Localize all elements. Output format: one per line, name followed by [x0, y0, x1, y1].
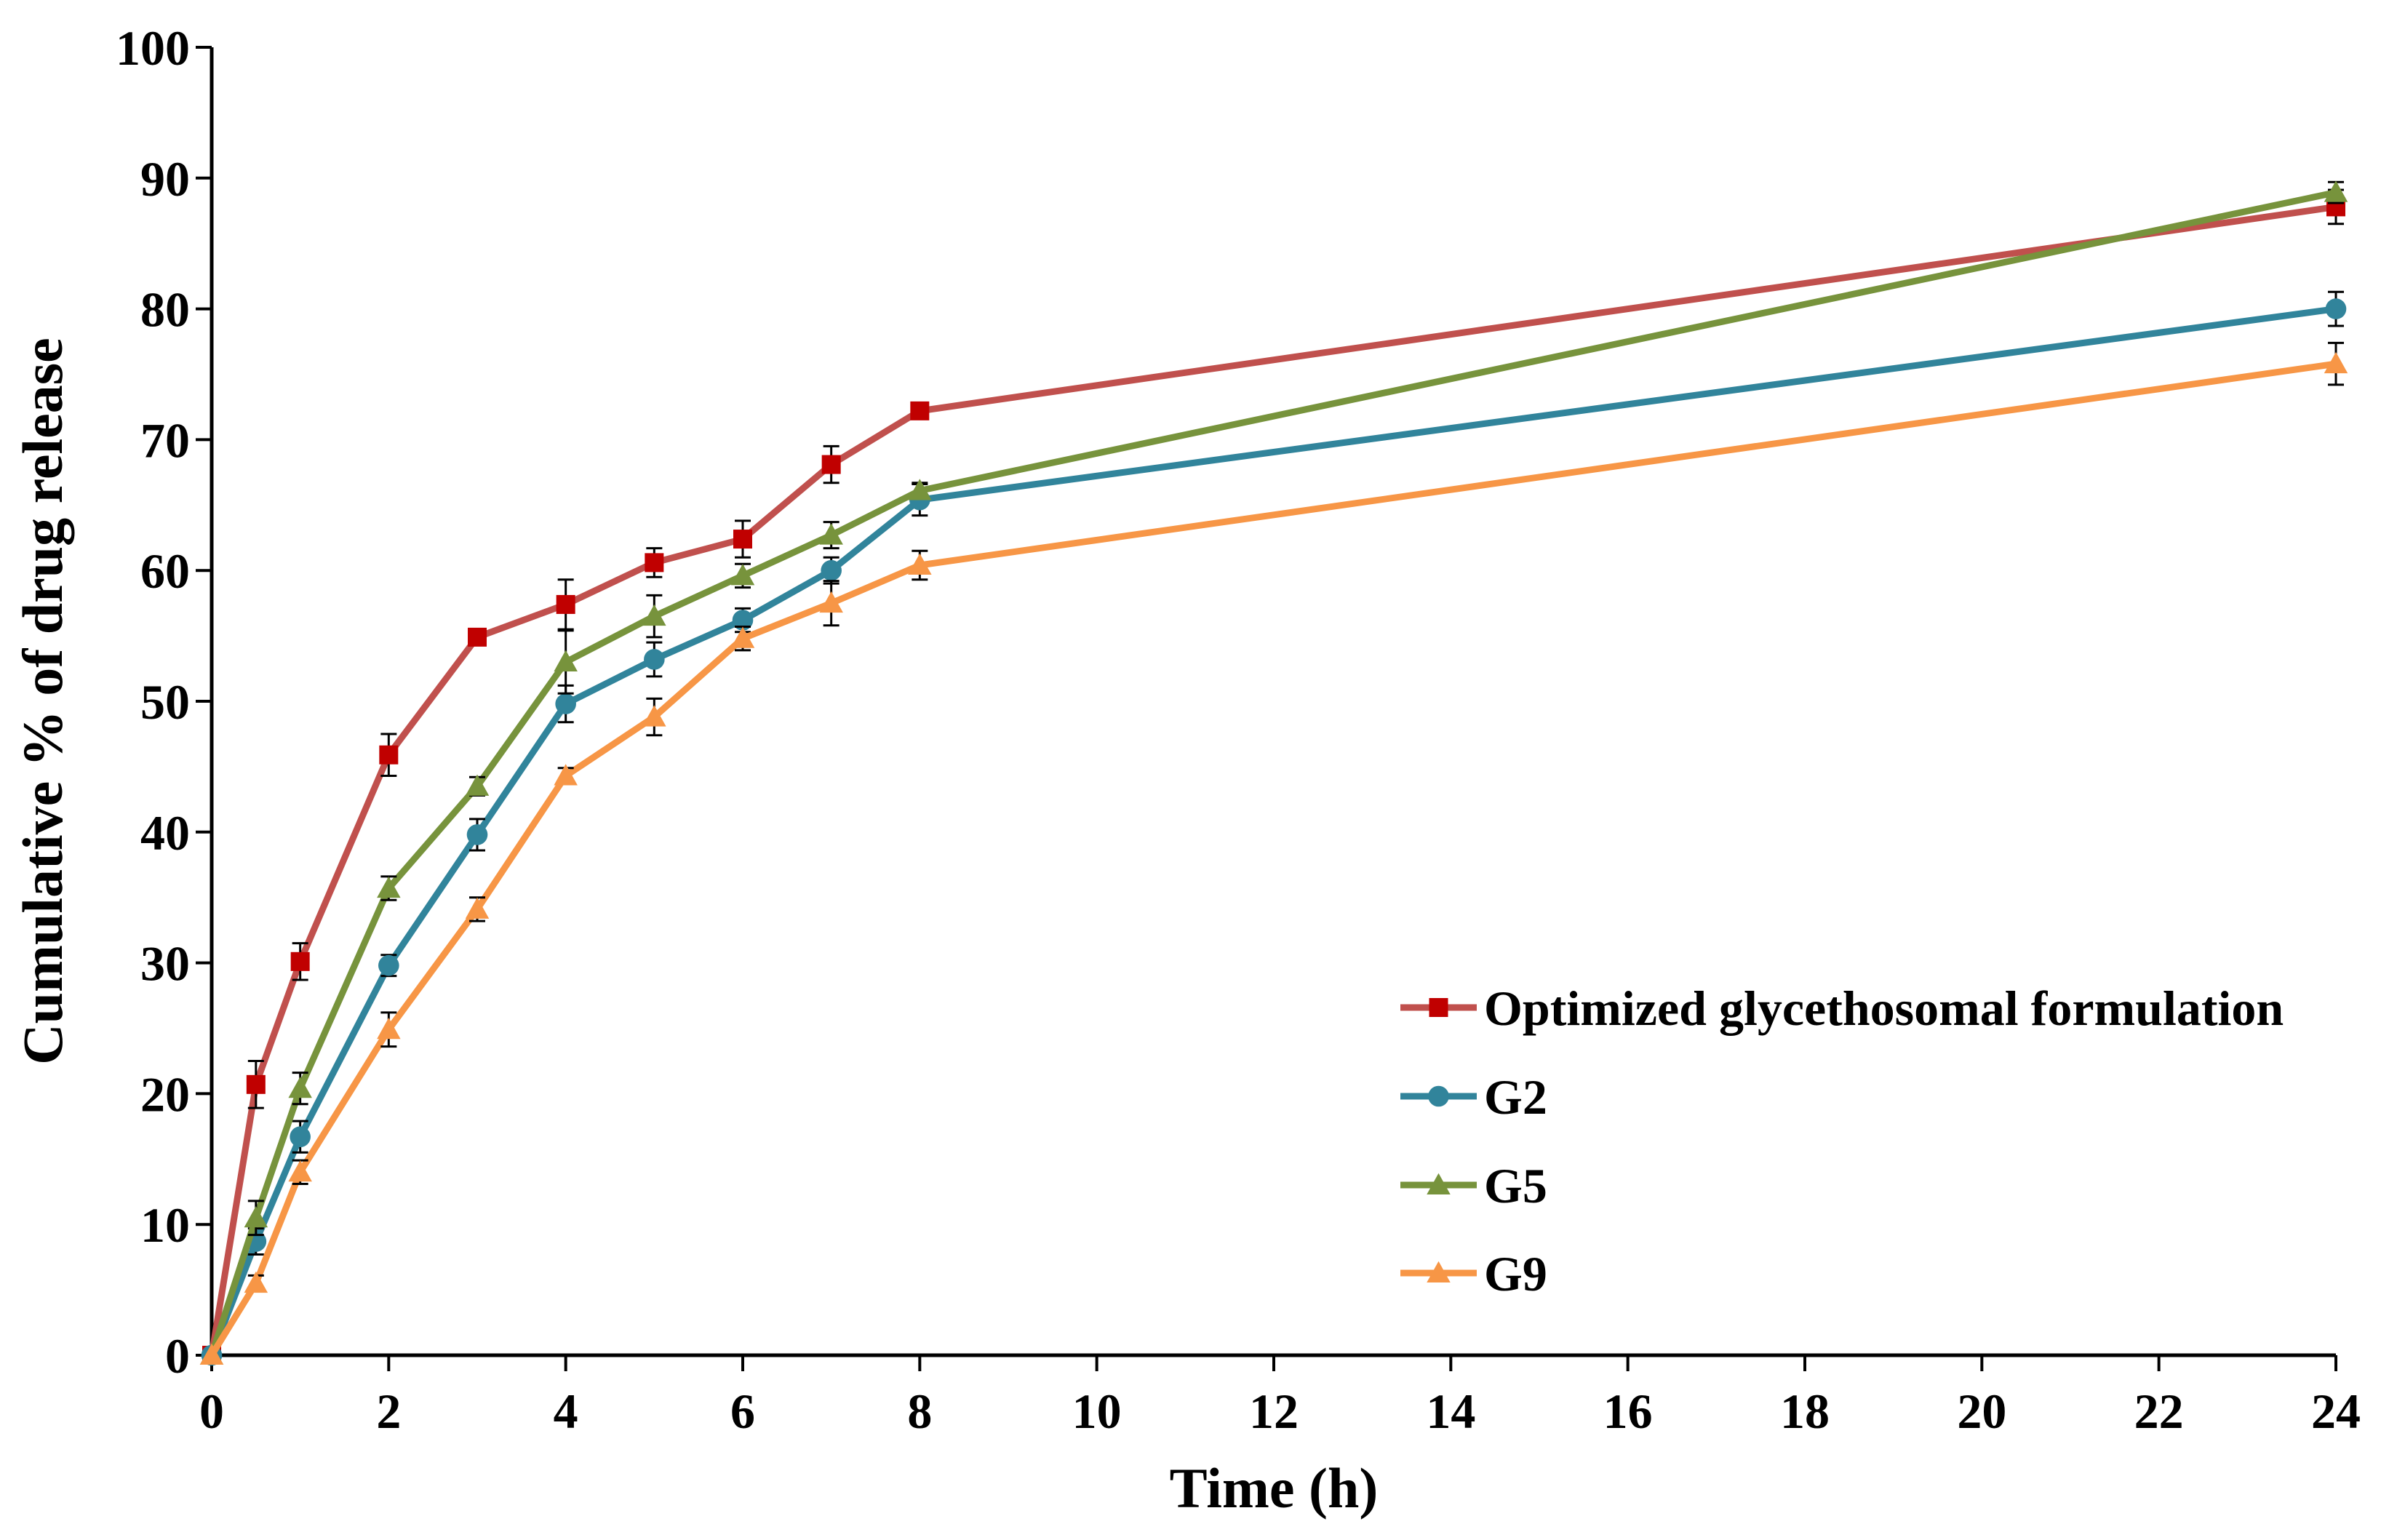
y-tick-label: 40	[140, 805, 190, 861]
x-tick-label: 24	[2311, 1384, 2361, 1439]
data-point	[2324, 351, 2348, 374]
data-point	[819, 591, 843, 613]
y-axis-title: Cumulative % of drug release	[11, 338, 74, 1064]
data-point	[554, 650, 578, 672]
y-tick-label: 80	[140, 282, 190, 338]
data-point	[290, 1126, 311, 1148]
series-line	[208, 203, 2337, 1356]
x-tick-label: 14	[1426, 1384, 1475, 1439]
data-point	[468, 627, 487, 647]
series-2	[201, 290, 2347, 1366]
legend-entry-2: G2	[1400, 1069, 1547, 1125]
data-point	[730, 626, 755, 648]
legend-label: Optimized glycethosomal formulation	[1484, 981, 2284, 1036]
data-point	[288, 1160, 312, 1182]
x-axis-title: Time (h)	[1170, 1456, 1379, 1520]
x-tick-label: 12	[1249, 1384, 1299, 1439]
y-tick-label: 70	[140, 412, 190, 468]
data-point	[908, 553, 932, 575]
legend-label: G9	[1484, 1246, 1547, 1301]
data-point	[730, 564, 755, 586]
legend-swatch-marker	[1428, 1085, 1449, 1107]
data-point	[246, 1074, 266, 1094]
series-line	[209, 360, 2337, 1357]
series-1	[202, 188, 2345, 1365]
y-tick-label: 30	[140, 936, 190, 992]
data-point	[377, 1018, 401, 1040]
data-point	[378, 954, 399, 976]
data-point	[465, 774, 490, 796]
data-point	[644, 649, 665, 670]
x-tick-label: 16	[1603, 1384, 1653, 1439]
series-4	[199, 341, 2348, 1365]
data-point	[733, 530, 752, 549]
x-tick-label: 0	[199, 1384, 224, 1439]
legend-swatch-marker	[1429, 998, 1448, 1017]
x-tick-label: 22	[2134, 1384, 2184, 1439]
data-point	[244, 1271, 268, 1293]
data-point	[555, 693, 576, 714]
legend-swatch-marker	[1427, 1173, 1451, 1194]
data-point	[244, 1205, 268, 1228]
data-point	[199, 1343, 224, 1365]
x-tick-label: 4	[554, 1384, 578, 1439]
data-point	[2325, 298, 2347, 319]
data-point	[465, 897, 490, 919]
data-point	[377, 876, 401, 898]
legend-entry-3: G5	[1400, 1158, 1547, 1213]
data-point	[466, 824, 488, 845]
data-point	[290, 951, 310, 971]
data-point	[910, 401, 930, 420]
y-tick-label: 50	[140, 674, 190, 730]
data-point	[821, 455, 841, 474]
data-point	[379, 745, 399, 765]
legend-swatch-marker	[1427, 1261, 1451, 1282]
x-tick-label: 10	[1072, 1384, 1122, 1439]
y-tick-label: 60	[140, 543, 190, 599]
data-point	[554, 764, 578, 786]
series-line	[208, 189, 2337, 1357]
series-group	[199, 180, 2348, 1366]
y-tick-label: 0	[165, 1328, 190, 1384]
data-point	[819, 523, 843, 545]
data-point	[732, 610, 754, 631]
legend: Optimized glycethosomal formulation G2 G5 G…	[1400, 981, 2284, 1301]
series-3	[199, 180, 2348, 1365]
data-point	[645, 553, 664, 572]
x-tick-label: 8	[907, 1384, 932, 1439]
x-tick-label: 18	[1780, 1384, 1830, 1439]
data-point	[642, 604, 666, 626]
x-tick-label: 6	[730, 1384, 755, 1439]
data-point	[288, 1076, 312, 1098]
y-tick-label: 10	[140, 1197, 190, 1253]
y-tick-label: 100	[116, 20, 190, 76]
y-tick-label: 90	[140, 151, 190, 207]
data-point	[821, 559, 842, 581]
legend-label: G2	[1484, 1069, 1547, 1125]
data-point	[642, 705, 666, 727]
data-point	[556, 594, 575, 614]
x-tick-label: 2	[376, 1384, 401, 1439]
data-point	[908, 479, 932, 500]
axis-titles: Time (h) Cumulative % of drug release	[11, 338, 1378, 1520]
legend-entry-4: G9	[1400, 1246, 1547, 1301]
y-tick-label: 20	[140, 1066, 190, 1122]
legend-entry-1: Optimized glycethosomal formulation	[1400, 981, 2284, 1036]
legend-label: G5	[1484, 1158, 1547, 1213]
x-tick-label: 20	[1957, 1384, 2006, 1439]
data-point	[2324, 180, 2348, 202]
